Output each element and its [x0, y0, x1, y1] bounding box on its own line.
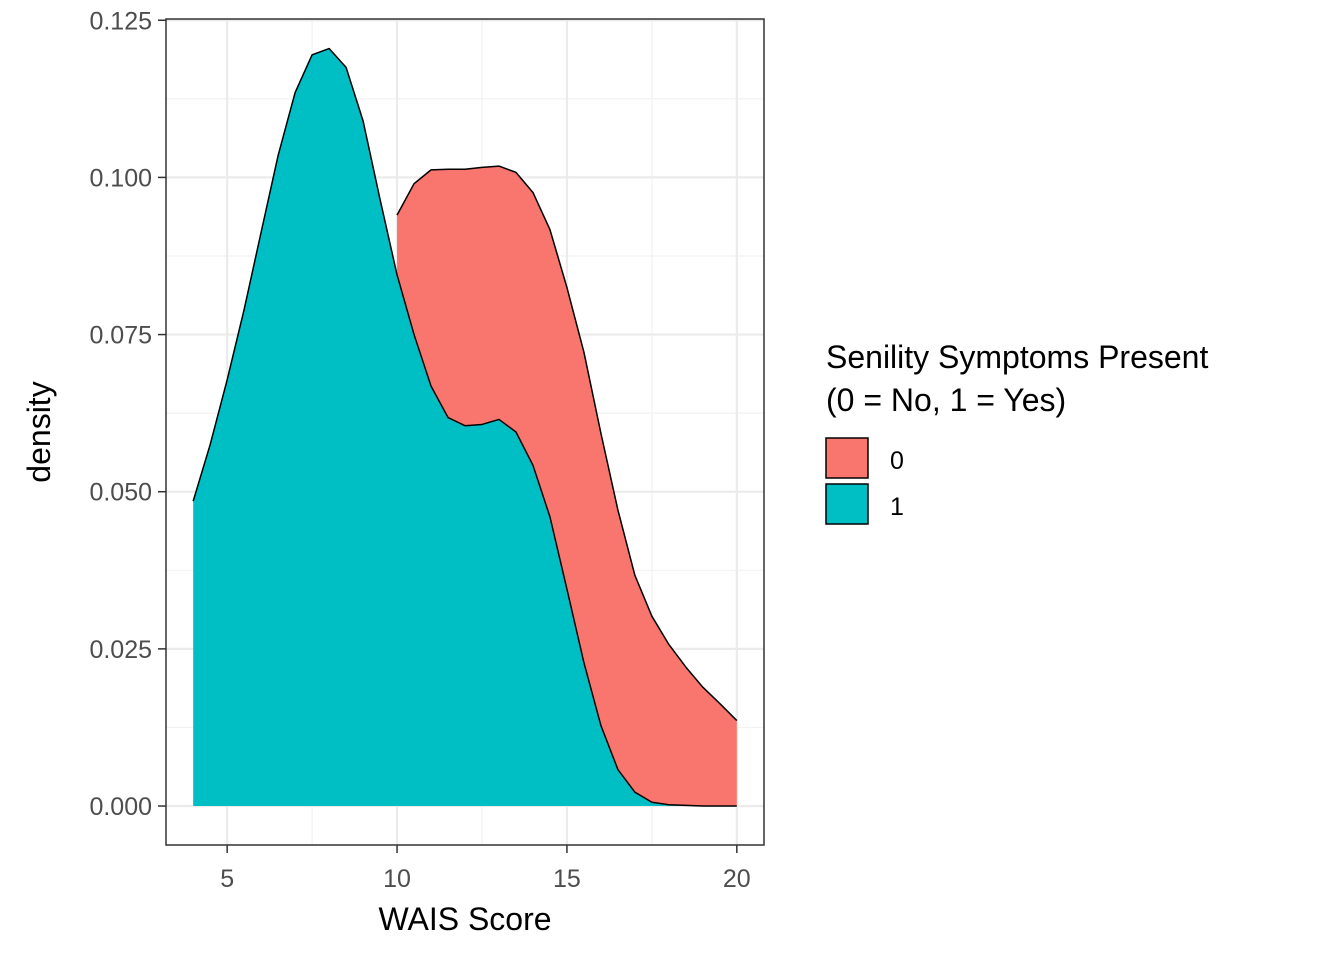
legend-label-0: 0: [890, 447, 904, 475]
x-tick-label: 5: [220, 865, 234, 893]
legend-keys: 01: [825, 437, 904, 525]
x-tick-label: 15: [553, 865, 581, 893]
y-axis-title: density: [21, 381, 57, 482]
x-tick-label: 20: [723, 865, 751, 893]
legend-title-line-1: Senility Symptoms Present: [826, 339, 1208, 375]
panel-border: [165, 18, 765, 846]
x-axis-title: WAIS Score: [378, 901, 551, 937]
legend-title-line-2: (0 = No, 1 = Yes): [826, 382, 1066, 418]
axis-ticks: [158, 19, 738, 853]
y-tick-label: 0.050: [89, 479, 152, 507]
y-tick-label: 0.100: [89, 164, 152, 192]
legend-key-0: [825, 437, 869, 479]
y-tick-label: 0.000: [89, 793, 152, 821]
y-tick-label: 0.025: [89, 636, 152, 664]
legend-label-1: 1: [890, 493, 904, 521]
x-tick-labels: 5 10 15 20: [220, 865, 751, 893]
legend: Senility Symptoms Present (0 = No, 1 = Y…: [825, 339, 1208, 525]
y-tick-label: 0.125: [89, 7, 152, 35]
y-tick-label: 0.075: [89, 322, 152, 350]
x-tick-label: 10: [383, 865, 411, 893]
density-outline-1: [192, 47, 737, 807]
legend-key-1: [825, 483, 869, 525]
density-outline-0: [396, 165, 738, 722]
y-tick-labels: 0.000 0.025 0.050 0.075 0.100 0.125: [89, 7, 152, 821]
density-area-1: [193, 48, 737, 807]
density-areas: [192, 47, 738, 807]
